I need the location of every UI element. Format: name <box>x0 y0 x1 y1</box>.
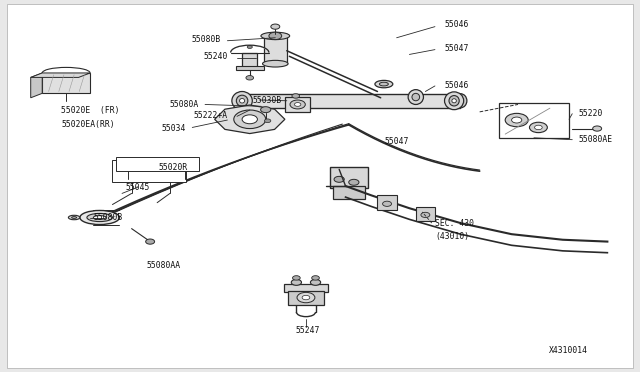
Circle shape <box>593 126 602 131</box>
Circle shape <box>264 119 271 123</box>
Circle shape <box>271 24 280 29</box>
Circle shape <box>302 295 310 300</box>
Circle shape <box>290 100 305 109</box>
Text: 55080AE: 55080AE <box>579 135 612 144</box>
Circle shape <box>297 292 315 303</box>
Ellipse shape <box>452 99 456 103</box>
Ellipse shape <box>454 94 467 108</box>
Text: 55240: 55240 <box>203 52 227 61</box>
Circle shape <box>247 45 252 48</box>
Ellipse shape <box>239 99 244 103</box>
Ellipse shape <box>72 217 77 218</box>
Text: 55020R: 55020R <box>159 163 188 172</box>
Circle shape <box>242 115 257 124</box>
Circle shape <box>234 110 266 129</box>
Text: 55080A: 55080A <box>170 100 198 109</box>
Circle shape <box>292 94 300 98</box>
Ellipse shape <box>445 92 464 110</box>
Ellipse shape <box>262 60 288 67</box>
Text: SEC. 430: SEC. 430 <box>435 219 474 228</box>
Polygon shape <box>31 73 42 98</box>
Bar <box>240 94 461 108</box>
Circle shape <box>269 32 282 39</box>
Ellipse shape <box>380 82 388 86</box>
Bar <box>330 167 368 188</box>
Polygon shape <box>31 73 90 77</box>
Ellipse shape <box>236 95 248 106</box>
Bar <box>378 195 397 210</box>
Ellipse shape <box>412 93 420 101</box>
Text: 55020E  (FR): 55020E (FR) <box>61 106 120 115</box>
Polygon shape <box>214 105 285 134</box>
Bar <box>333 186 365 199</box>
Ellipse shape <box>408 90 424 105</box>
Circle shape <box>260 107 271 113</box>
Bar <box>242 52 257 67</box>
Circle shape <box>529 122 547 133</box>
Circle shape <box>292 276 300 280</box>
Ellipse shape <box>93 216 106 219</box>
Text: 55020EA(RR): 55020EA(RR) <box>61 121 115 129</box>
Text: 55030B: 55030B <box>253 96 282 105</box>
Circle shape <box>349 179 359 185</box>
Text: 55222+A: 55222+A <box>193 111 227 120</box>
Circle shape <box>291 279 301 285</box>
Bar <box>416 207 435 221</box>
Circle shape <box>505 113 528 127</box>
Bar <box>42 73 90 93</box>
Text: (43010): (43010) <box>435 231 469 241</box>
Ellipse shape <box>234 94 246 108</box>
Bar <box>113 160 186 182</box>
Ellipse shape <box>449 96 460 106</box>
Ellipse shape <box>68 215 80 220</box>
Circle shape <box>310 279 321 285</box>
Circle shape <box>146 239 155 244</box>
Bar <box>116 157 198 171</box>
Ellipse shape <box>87 214 113 222</box>
Text: 55080AA: 55080AA <box>147 261 180 270</box>
Bar <box>499 103 569 138</box>
Circle shape <box>421 212 430 218</box>
Text: 55034: 55034 <box>161 124 186 133</box>
Text: 55080B: 55080B <box>93 213 122 222</box>
Ellipse shape <box>375 80 393 88</box>
Circle shape <box>246 76 253 80</box>
Text: 55247: 55247 <box>295 326 319 335</box>
Bar <box>288 291 324 305</box>
Circle shape <box>534 125 542 130</box>
Text: 55045: 55045 <box>125 183 150 192</box>
Text: 55046: 55046 <box>445 20 469 29</box>
Text: 55047: 55047 <box>445 44 469 53</box>
Circle shape <box>383 201 392 206</box>
Bar <box>284 284 328 292</box>
Text: X4310014: X4310014 <box>549 346 588 355</box>
Text: 55080B: 55080B <box>192 35 221 44</box>
Circle shape <box>294 103 301 106</box>
Text: 55220: 55220 <box>579 109 603 118</box>
Bar <box>264 34 287 64</box>
Bar <box>285 97 310 112</box>
Ellipse shape <box>261 32 290 39</box>
Ellipse shape <box>232 92 252 110</box>
Text: 55046: 55046 <box>445 81 469 90</box>
Bar <box>236 66 264 70</box>
Ellipse shape <box>80 211 120 225</box>
Circle shape <box>511 117 522 123</box>
Circle shape <box>312 276 319 280</box>
Circle shape <box>334 176 344 182</box>
Text: 55047: 55047 <box>385 137 409 146</box>
